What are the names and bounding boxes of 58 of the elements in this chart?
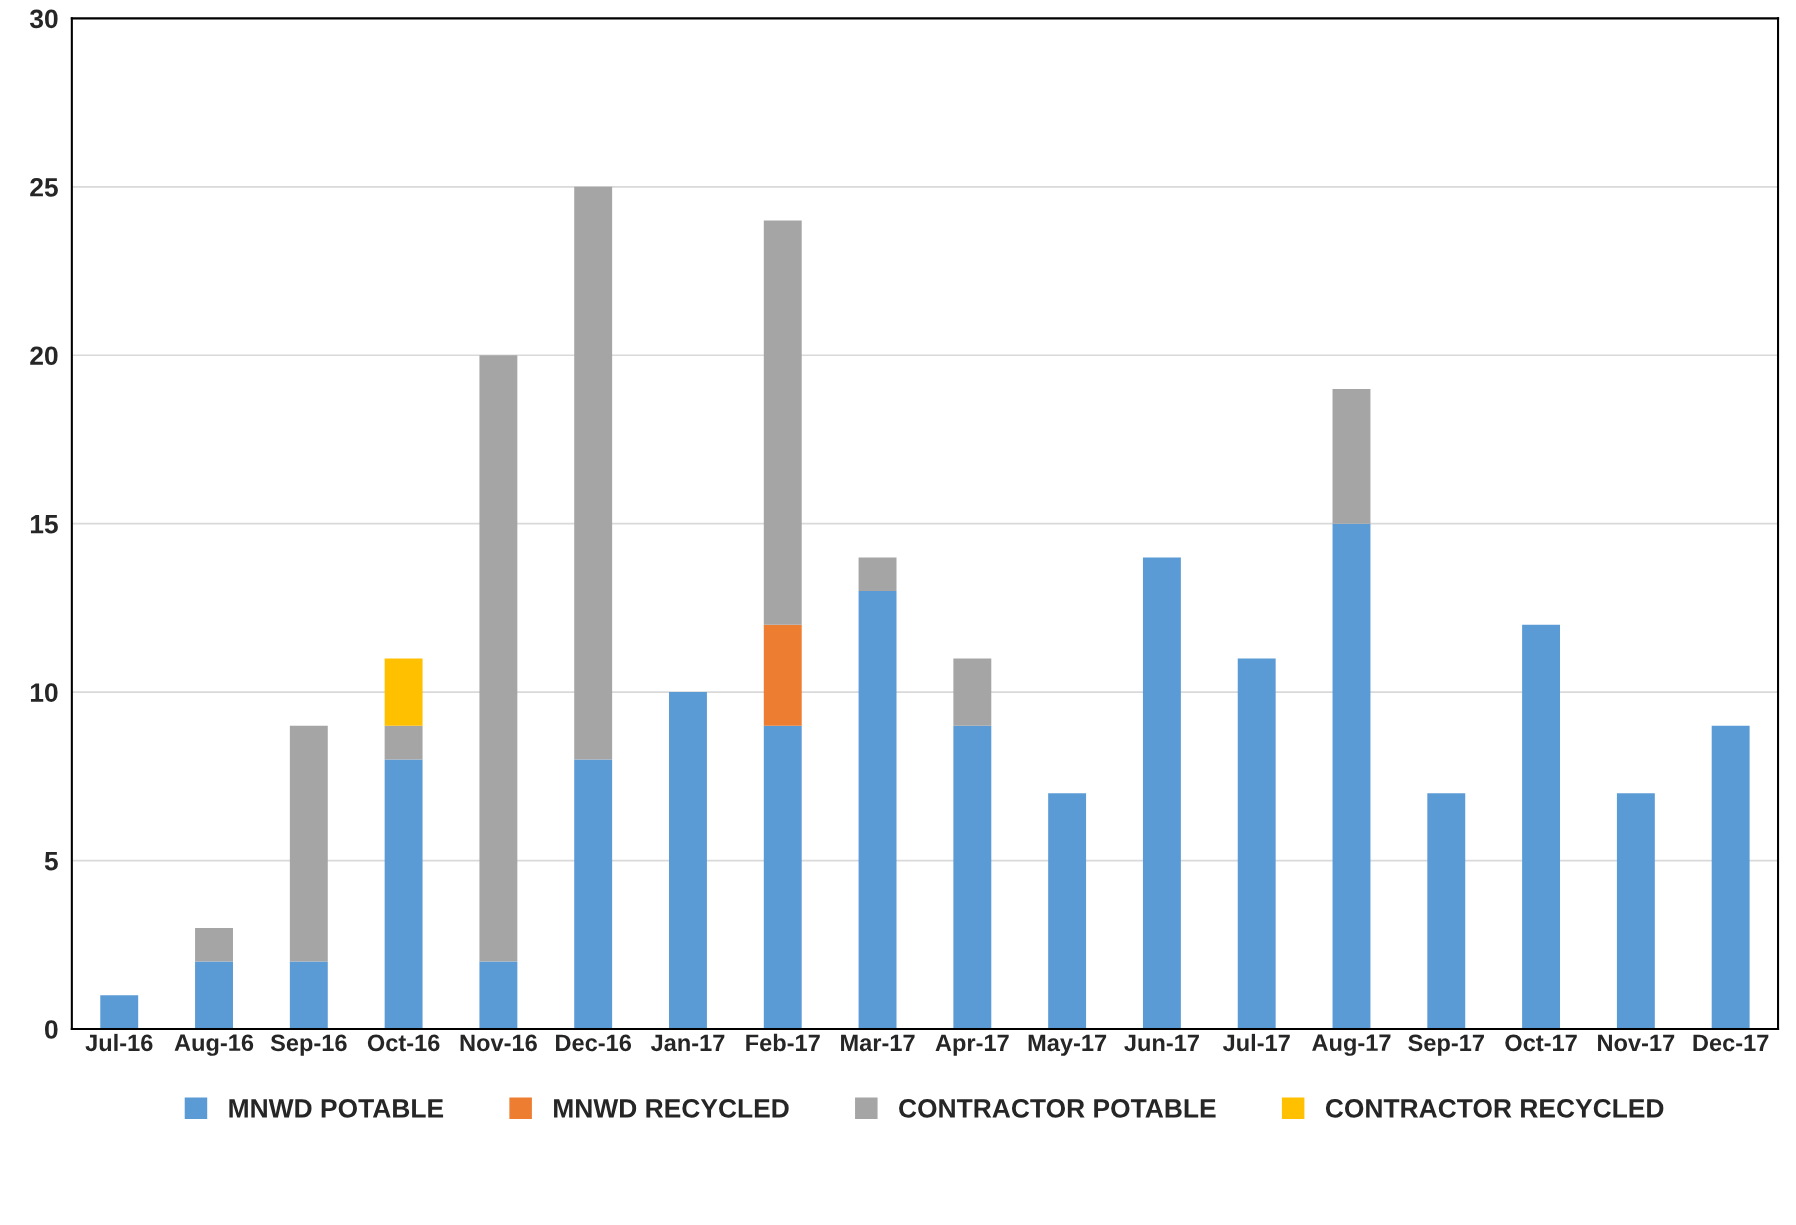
x-tick-label: Oct-16	[367, 1034, 440, 1052]
bar	[195, 961, 233, 1029]
bar	[574, 186, 613, 760]
bar	[195, 927, 233, 962]
bar	[669, 692, 707, 1029]
x-tick-label: Oct-17	[1505, 1034, 1577, 1052]
x-tick-label: Jul-16	[85, 1033, 153, 1052]
x-tick-label: Aug-16	[174, 1034, 254, 1056]
bar	[1616, 793, 1655, 1029]
bar	[574, 759, 613, 1029]
y-tick-label: 30	[29, 9, 58, 29]
y-tick-label: 20	[30, 346, 58, 366]
x-tick-label: Dec-16	[556, 1034, 632, 1052]
bar	[763, 725, 802, 1029]
x-tick-label: Nov-16	[460, 1034, 537, 1052]
y-tick-label: 10	[30, 683, 58, 702]
y-tick-label: 0	[45, 1020, 58, 1039]
bar	[858, 591, 897, 1029]
x-tick-label: Feb-17	[746, 1033, 820, 1052]
legend-label: CONTRACTOR POTABLE	[899, 1099, 1216, 1118]
x-tick-label: Mar-17	[841, 1034, 915, 1052]
x-tick-label: Jan-17	[650, 1034, 725, 1052]
bar	[1332, 523, 1371, 1029]
legend-label: CONTRACTOR RECYCLED	[1325, 1099, 1664, 1118]
x-tick-label: Sep-16	[270, 1034, 347, 1056]
y-tick-label: 5	[44, 851, 58, 871]
legend-label: MNWD POTABLE	[229, 1099, 444, 1118]
x-tick-label: May-17	[1028, 1034, 1107, 1056]
bar	[384, 759, 423, 1029]
bar	[100, 995, 139, 1029]
bar	[1332, 388, 1371, 524]
bar	[384, 658, 423, 726]
bar	[1048, 793, 1087, 1029]
bar	[479, 355, 518, 962]
x-tick-label: Aug-17	[1312, 1034, 1391, 1056]
bar	[953, 725, 992, 1029]
bar	[479, 961, 518, 1029]
bar	[1522, 624, 1561, 1029]
legend-label: MNWD RECYCLED	[554, 1099, 789, 1118]
x-tick-label: Dec-17	[1693, 1034, 1769, 1052]
bar	[858, 557, 897, 592]
bar	[384, 725, 423, 760]
x-tick-label: Jun-17	[1124, 1034, 1199, 1052]
bar	[289, 725, 328, 962]
bar	[289, 961, 328, 1029]
x-tick-label: Apr-17	[935, 1034, 1009, 1056]
bar	[1142, 557, 1181, 1029]
bar	[1427, 793, 1466, 1029]
x-tick-label: Nov-17	[1598, 1034, 1675, 1052]
x-tick-label: Jul-17	[1222, 1033, 1290, 1052]
bar	[1711, 725, 1750, 1029]
y-tick-label: 15	[30, 515, 58, 534]
bar	[763, 624, 802, 726]
bar	[763, 220, 802, 625]
x-tick-label: Sep-17	[1408, 1034, 1484, 1056]
y-tick-label: 25	[30, 177, 58, 197]
bar	[953, 658, 992, 726]
bar	[1237, 658, 1276, 1029]
